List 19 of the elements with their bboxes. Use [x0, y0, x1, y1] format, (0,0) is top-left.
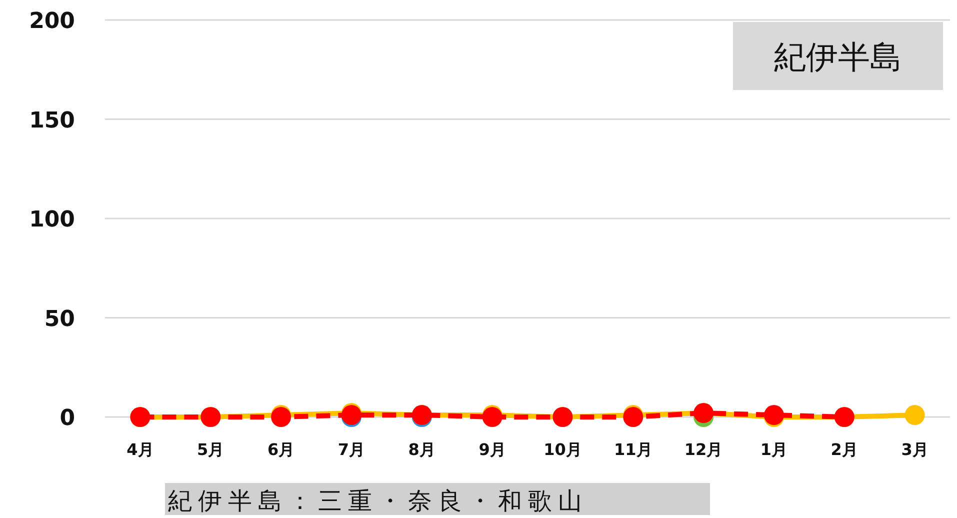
x-tick-label: 11月	[614, 440, 652, 459]
x-tick-label: 2月	[830, 440, 858, 459]
x-tick-label: 4月	[126, 440, 154, 459]
text: 紀伊半島：三重・奈良・和歌山	[168, 487, 588, 515]
x-tick-label: 3月	[901, 440, 928, 459]
x-tick-label: 9月	[478, 440, 506, 459]
x-tick-label: 5月	[197, 440, 224, 459]
text: 紀伊半島	[774, 38, 902, 76]
y-tick-label: 150	[29, 108, 75, 134]
x-tick-label: 8月	[408, 440, 436, 459]
x-tick-label: 12月	[684, 440, 723, 459]
x-tick-label: 6月	[267, 440, 295, 459]
x-tick-label: 7月	[338, 440, 366, 459]
y-tick-label: 100	[29, 208, 75, 232]
x-tick-label: 1月	[760, 440, 788, 459]
y-tick-label: 0	[60, 406, 75, 431]
y-tick-label: 50	[44, 306, 75, 332]
x-tick-label: 10月	[544, 440, 582, 459]
y-tick-label: 200	[29, 9, 75, 34]
